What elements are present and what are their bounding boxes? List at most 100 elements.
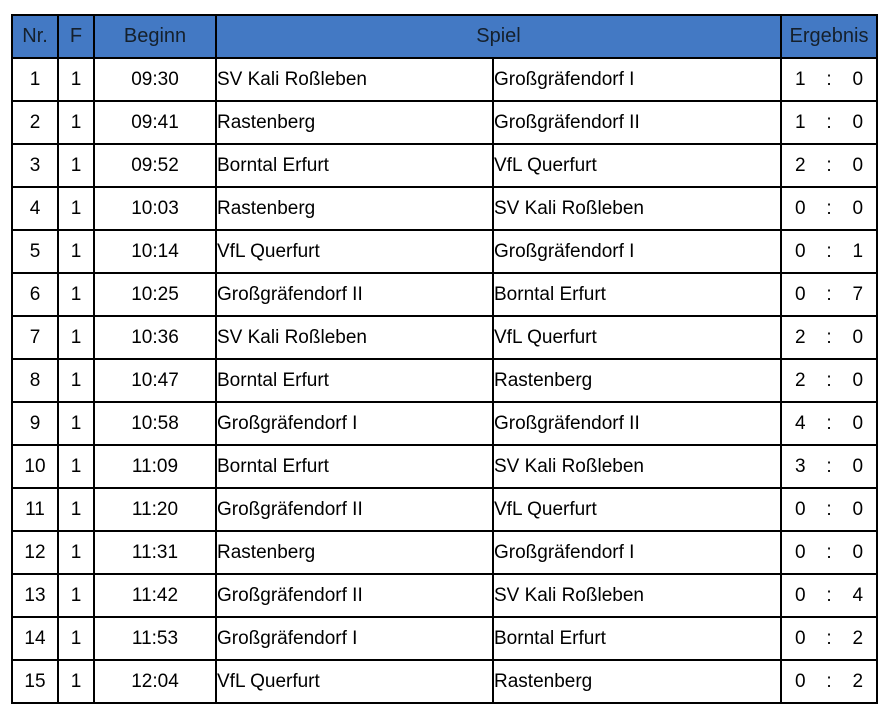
home-score: 0 (795, 627, 806, 649)
match-number-cell: 14 (11, 616, 59, 661)
start-time-cell: 10:36 (93, 315, 217, 360)
home-score: 3 (795, 455, 806, 477)
field-cell: 1 (57, 401, 95, 446)
header-field: F (57, 14, 95, 59)
match-number-cell: 3 (11, 143, 59, 188)
home-team-cell: Großgräfendorf II (215, 573, 494, 618)
score-separator: : (826, 326, 832, 348)
table-row: 12 1 11:31 Rastenberg Großgräfendorf I 0… (11, 530, 879, 575)
match-number-cell: 7 (11, 315, 59, 360)
away-team-cell: VfL Querfurt (491, 143, 783, 188)
start-time-cell: 10:25 (93, 272, 217, 317)
away-score: 0 (852, 154, 864, 176)
home-score: 0 (795, 498, 806, 520)
away-team-cell: VfL Querfurt (491, 315, 783, 360)
match-number-cell: 12 (11, 530, 59, 575)
match-number-cell: 2 (11, 100, 59, 145)
home-score: 0 (795, 197, 806, 219)
score: 1 : 0 (783, 68, 875, 91)
away-team-cell: Großgräfendorf II (491, 100, 783, 145)
score-cell: 0 : 7 (780, 272, 879, 317)
home-score: 2 (795, 154, 806, 176)
score: 0 : 7 (783, 283, 875, 306)
field-cell: 1 (57, 143, 95, 188)
start-time-cell: 11:20 (93, 487, 217, 532)
score: 4 : 0 (783, 412, 875, 435)
home-score: 0 (795, 584, 806, 606)
header-match-number: Nr. (11, 14, 59, 59)
score-cell: 2 : 0 (780, 358, 879, 403)
score-cell: 0 : 0 (780, 186, 879, 231)
match-number-cell: 10 (11, 444, 59, 489)
home-score: 1 (795, 111, 806, 133)
home-team-cell: Borntal Erfurt (215, 444, 494, 489)
home-team-cell: VfL Querfurt (215, 229, 494, 274)
score-separator: : (826, 197, 832, 219)
match-number-cell: 15 (11, 659, 59, 704)
away-score: 0 (852, 111, 864, 133)
home-team-cell: Rastenberg (215, 186, 494, 231)
away-team-cell: Rastenberg (491, 659, 783, 704)
away-score: 0 (852, 68, 864, 90)
score-separator: : (826, 68, 832, 90)
score: 0 : 2 (783, 670, 875, 693)
home-score: 0 (795, 670, 806, 692)
start-time-cell: 11:42 (93, 573, 217, 618)
score-separator: : (826, 627, 832, 649)
start-time-cell: 10:03 (93, 186, 217, 231)
match-schedule-table: Nr. F Beginn Spiel Ergebnis 1 1 09:30 SV… (11, 14, 879, 704)
away-score: 1 (852, 240, 864, 262)
away-score: 0 (852, 197, 864, 219)
away-score: 0 (852, 498, 864, 520)
away-team-cell: Rastenberg (491, 358, 783, 403)
away-score: 0 (852, 541, 864, 563)
start-time-cell: 09:41 (93, 100, 217, 145)
score-cell: 0 : 1 (780, 229, 879, 274)
score-cell: 1 : 0 (780, 57, 879, 102)
score-separator: : (826, 455, 832, 477)
away-team-cell: Borntal Erfurt (491, 616, 783, 661)
table-body: 1 1 09:30 SV Kali Roßleben Großgräfendor… (11, 57, 879, 704)
table-row: 15 1 12:04 VfL Querfurt Rastenberg 0 : 2 (11, 659, 879, 704)
score: 0 : 0 (783, 498, 875, 521)
score-cell: 2 : 0 (780, 143, 879, 188)
start-time-cell: 11:09 (93, 444, 217, 489)
home-score: 2 (795, 369, 806, 391)
header-result: Ergebnis (780, 14, 879, 59)
home-team-cell: Großgräfendorf II (215, 272, 494, 317)
match-number-cell: 6 (11, 272, 59, 317)
start-time-cell: 12:04 (93, 659, 217, 704)
score-cell: 3 : 0 (780, 444, 879, 489)
table-row: 10 1 11:09 Borntal Erfurt SV Kali Roßleb… (11, 444, 879, 489)
away-team-cell: Großgräfendorf II (491, 401, 783, 446)
score: 1 : 0 (783, 111, 875, 134)
field-cell: 1 (57, 659, 95, 704)
header-row: Nr. F Beginn Spiel Ergebnis (11, 14, 879, 59)
away-score: 0 (852, 412, 864, 434)
field-cell: 1 (57, 444, 95, 489)
score-cell: 4 : 0 (780, 401, 879, 446)
score: 3 : 0 (783, 455, 875, 478)
score-separator: : (826, 412, 832, 434)
match-number-cell: 4 (11, 186, 59, 231)
field-cell: 1 (57, 272, 95, 317)
table-row: 7 1 10:36 SV Kali Roßleben VfL Querfurt … (11, 315, 879, 360)
match-number-cell: 8 (11, 358, 59, 403)
table-row: 5 1 10:14 VfL Querfurt Großgräfendorf I … (11, 229, 879, 274)
home-team-cell: Rastenberg (215, 100, 494, 145)
score: 2 : 0 (783, 326, 875, 349)
score-cell: 0 : 2 (780, 616, 879, 661)
header-match: Spiel (214, 14, 783, 59)
score: 0 : 1 (783, 240, 875, 263)
away-team-cell: SV Kali Roßleben (491, 444, 783, 489)
score-cell: 0 : 4 (780, 573, 879, 618)
field-cell: 1 (57, 315, 95, 360)
score-separator: : (826, 670, 832, 692)
home-score: 0 (795, 541, 806, 563)
home-score: 1 (795, 68, 806, 90)
start-time-cell: 11:31 (93, 530, 217, 575)
home-team-cell: Großgräfendorf I (215, 401, 494, 446)
start-time-cell: 09:30 (93, 57, 217, 102)
home-score: 0 (795, 283, 806, 305)
score-separator: : (826, 584, 832, 606)
